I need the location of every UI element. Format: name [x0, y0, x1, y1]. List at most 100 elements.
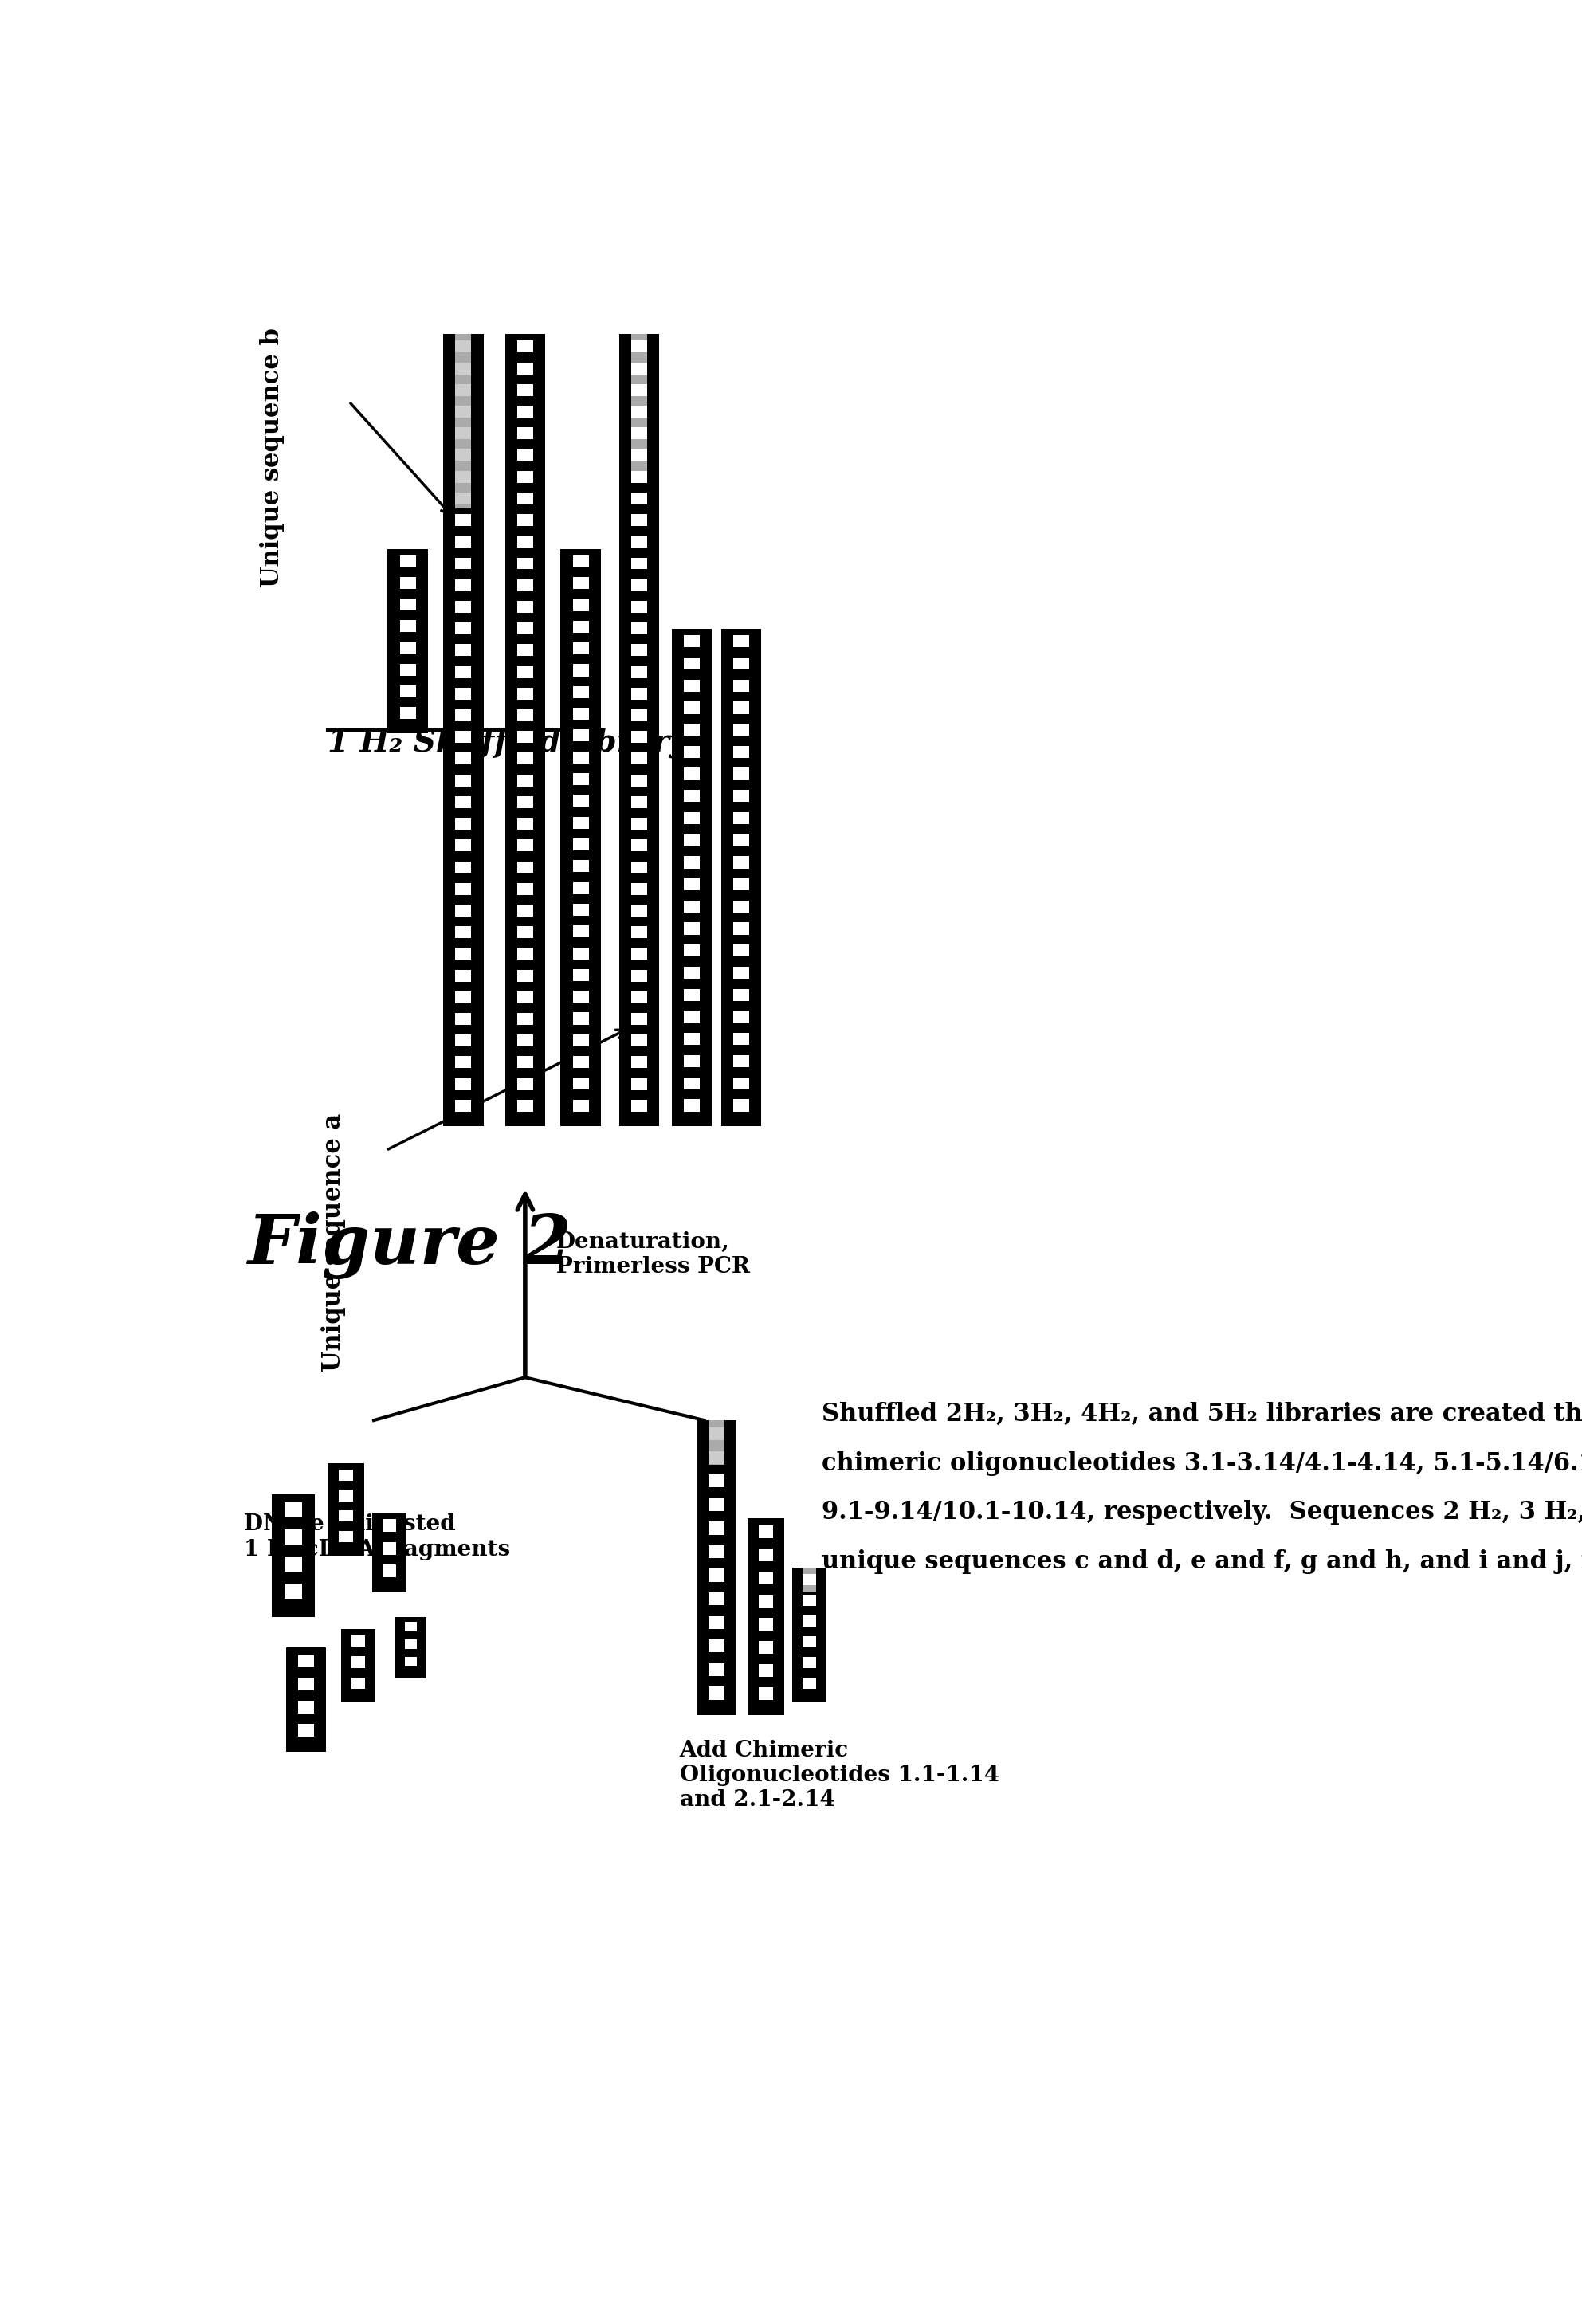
Bar: [456, 428, 471, 439]
Bar: [683, 834, 699, 846]
Bar: [573, 730, 589, 741]
Bar: [573, 881, 589, 895]
Bar: [517, 383, 533, 395]
Bar: [631, 383, 647, 395]
Bar: [400, 706, 416, 718]
Bar: [631, 644, 647, 655]
Bar: [573, 816, 589, 830]
Bar: [734, 811, 750, 825]
Bar: [351, 1636, 365, 1648]
Bar: [517, 797, 533, 809]
Bar: [342, 1629, 375, 1703]
Bar: [631, 774, 647, 786]
Bar: [517, 407, 533, 418]
Bar: [696, 1464, 737, 1715]
Bar: [683, 1099, 699, 1111]
Bar: [734, 988, 750, 1002]
Bar: [683, 679, 699, 693]
Bar: [517, 1078, 533, 1090]
Bar: [683, 878, 699, 890]
Bar: [802, 1657, 816, 1669]
Bar: [709, 1592, 725, 1606]
Bar: [517, 753, 533, 765]
Bar: [351, 1678, 365, 1690]
Bar: [802, 1615, 816, 1627]
Bar: [631, 579, 647, 590]
Bar: [631, 342, 647, 353]
Bar: [696, 1420, 709, 1464]
Bar: [573, 969, 589, 981]
Bar: [683, 723, 699, 737]
Bar: [759, 1618, 774, 1631]
Bar: [631, 992, 647, 1004]
Bar: [560, 548, 601, 1125]
Bar: [456, 514, 471, 525]
Bar: [631, 558, 647, 569]
Bar: [631, 363, 647, 374]
Bar: [339, 1511, 353, 1522]
Bar: [443, 335, 484, 509]
Bar: [683, 967, 699, 978]
Bar: [517, 904, 533, 916]
Bar: [517, 514, 533, 525]
Bar: [793, 1569, 826, 1592]
Bar: [405, 1622, 418, 1631]
Bar: [517, 558, 533, 569]
Bar: [456, 493, 471, 504]
Bar: [759, 1525, 774, 1538]
Bar: [619, 335, 631, 476]
Bar: [286, 1648, 326, 1752]
Bar: [456, 1034, 471, 1046]
Text: unique sequences c and d, e and f, g and h, and i and j, respectively.: unique sequences c and d, e and f, g and…: [821, 1550, 1582, 1573]
Bar: [517, 839, 533, 851]
Bar: [517, 688, 533, 700]
Bar: [734, 723, 750, 737]
Bar: [456, 732, 471, 744]
Bar: [405, 1657, 418, 1666]
Bar: [696, 1420, 737, 1464]
Bar: [517, 493, 533, 504]
Bar: [734, 658, 750, 669]
Bar: [456, 753, 471, 765]
Bar: [631, 1013, 647, 1025]
Bar: [388, 548, 427, 732]
Bar: [517, 862, 533, 874]
Bar: [456, 644, 471, 655]
Bar: [709, 1664, 725, 1676]
Bar: [734, 1099, 750, 1111]
Bar: [631, 472, 647, 483]
Bar: [517, 1034, 533, 1046]
Bar: [683, 811, 699, 825]
Bar: [517, 992, 533, 1004]
Bar: [297, 1701, 313, 1713]
Bar: [734, 746, 750, 758]
Text: Figure 2: Figure 2: [247, 1211, 571, 1281]
Bar: [517, 948, 533, 960]
Bar: [619, 335, 660, 476]
Bar: [456, 818, 471, 830]
Bar: [400, 555, 416, 567]
Bar: [573, 948, 589, 960]
Bar: [631, 839, 647, 851]
Bar: [517, 449, 533, 460]
Bar: [471, 335, 484, 509]
Bar: [456, 992, 471, 1004]
Text: Shuffled 2H₂, 3H₂, 4H₂, and 5H₂ libraries are created through the same method us: Shuffled 2H₂, 3H₂, 4H₂, and 5H₂ librarie…: [821, 1401, 1582, 1427]
Bar: [683, 1032, 699, 1046]
Bar: [400, 576, 416, 588]
Bar: [297, 1724, 313, 1736]
Bar: [383, 1520, 396, 1532]
Bar: [573, 641, 589, 655]
Bar: [573, 621, 589, 632]
Bar: [734, 834, 750, 846]
Bar: [683, 1076, 699, 1090]
Bar: [517, 774, 533, 786]
Bar: [802, 1594, 816, 1606]
Bar: [456, 472, 471, 483]
Bar: [400, 665, 416, 676]
Bar: [631, 862, 647, 874]
Bar: [802, 1678, 816, 1690]
Bar: [456, 904, 471, 916]
Bar: [573, 555, 589, 567]
Bar: [456, 839, 471, 851]
